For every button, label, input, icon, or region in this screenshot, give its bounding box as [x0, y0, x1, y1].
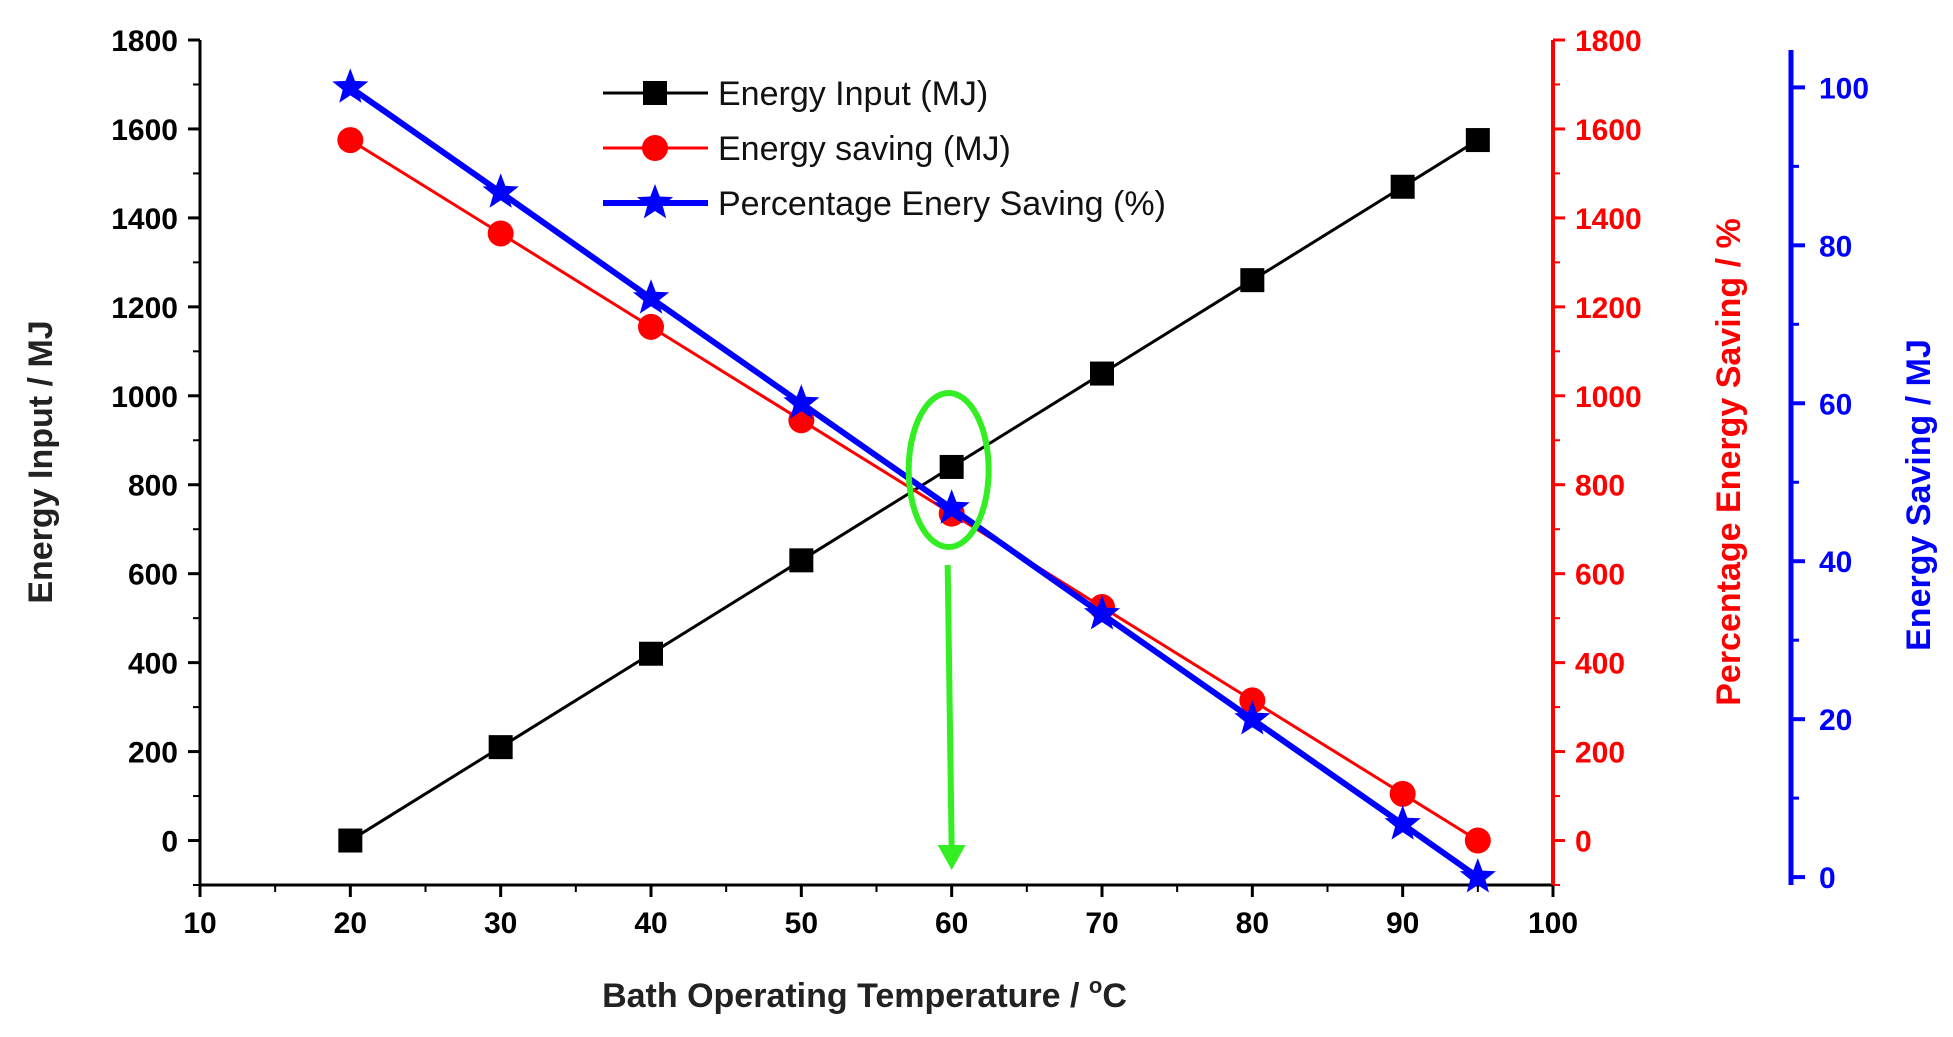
percentage-saving-point [632, 279, 670, 314]
x-tick-label: 30 [484, 907, 517, 940]
x-axis-title: Bath Operating Temperature / oC [602, 973, 1127, 1015]
legend: Energy Input (MJ) Energy saving (MJ) Perce… [603, 75, 1166, 223]
y-right-blue-axis-title: Energy Saving / MJ [1900, 339, 1938, 651]
percentage-saving-point [482, 173, 519, 208]
x-tick-label: 20 [334, 907, 367, 940]
energy-saving-point [1389, 780, 1416, 807]
y-right-red-tick-label: 1200 [1575, 292, 1642, 325]
y-right-blue-tick-label: 80 [1819, 230, 1852, 263]
percentage-saving-point [933, 489, 970, 524]
energy-input-point [789, 548, 814, 573]
energy-input-point [1240, 268, 1265, 293]
energy-saving-legend-marker [642, 135, 668, 161]
y-left-tick-label: 800 [128, 470, 178, 503]
energy-input-point [338, 828, 363, 853]
y-right-blue-tick-label: 20 [1819, 704, 1852, 737]
percentage-saving-point [783, 384, 820, 419]
y-left-tick-label: 400 [128, 648, 178, 681]
y-right-blue-tick-label: 40 [1819, 546, 1852, 579]
percentage-saving-point [1459, 858, 1496, 893]
y-right-red-tick-label: 400 [1575, 648, 1625, 681]
x-tick-label: 70 [1085, 907, 1118, 940]
x-tick-label: 80 [1236, 907, 1269, 940]
y-right-red-tick-label: 600 [1575, 559, 1625, 592]
percentage-saving-point [1083, 595, 1121, 630]
energy-saving-point [1464, 827, 1491, 854]
percentage-saving-legend-label: Percentage Enery Saving (%) [718, 185, 1166, 223]
y-left-tick-label: 1200 [111, 292, 178, 325]
percentage-saving-point [1384, 805, 1421, 840]
energy-saving-point [638, 313, 664, 340]
y-left-tick-label: 1400 [111, 203, 178, 236]
energy-saving-point [487, 220, 514, 247]
x-tick-label: 50 [785, 907, 818, 940]
y-right-blue-tick-label: 60 [1819, 388, 1852, 421]
energy-input-point [639, 641, 663, 666]
y-left-tick-label: 1600 [111, 114, 178, 147]
y-right-red-tick-label: 200 [1575, 737, 1625, 770]
y-left-tick-label: 0 [161, 826, 178, 859]
percentage-saving-point [1234, 700, 1271, 735]
y-left-tick-label: 200 [128, 737, 178, 770]
y-left-tick-label: 1800 [111, 25, 178, 58]
annotation-layer [905, 390, 992, 870]
energy-saving-legend-label: Energy saving (MJ) [718, 130, 1011, 168]
energy-input-point [1090, 361, 1114, 386]
y-right-red-tick-label: 800 [1575, 470, 1625, 503]
x-tick-label: 90 [1386, 907, 1419, 940]
energy-input-point [488, 735, 513, 760]
y-right-red-tick-label: 1800 [1575, 25, 1642, 58]
y-right-red-axis-title: Percentage Energy Saving / % [1710, 218, 1748, 706]
energy-input-legend-marker [643, 81, 667, 105]
annotation-arrow-shaft [944, 564, 955, 849]
y-right-red-tick-label: 1600 [1575, 114, 1642, 147]
energy-saving-point [337, 127, 364, 154]
percentage-saving-legend-marker [636, 184, 674, 219]
percentage-saving-point [332, 68, 369, 103]
energy-input-point [1390, 174, 1415, 199]
x-tick-label: 100 [1528, 907, 1578, 940]
y-right-red-tick-label: 0 [1575, 826, 1592, 859]
energy-input-point [939, 454, 964, 479]
series-layer [332, 68, 1496, 893]
energy-input-point [1465, 128, 1490, 153]
titles: Bath Operating Temperature / oC Energy In… [22, 218, 1938, 1015]
y-left-axis-title: Energy Input / MJ [22, 320, 60, 603]
y-right-red-tick-label: 1400 [1575, 203, 1642, 236]
energy-input-legend-label: Energy Input (MJ) [718, 75, 988, 113]
ticks: 10 20 30 40 50 60 70 80 90 1000200400600800100012… [111, 25, 1869, 940]
annotation-arrow-head [937, 845, 966, 870]
annotation-ellipse [905, 390, 992, 550]
y-left-tick-label: 1000 [111, 381, 178, 414]
x-tick-label: 10 [183, 907, 216, 940]
y-left-tick-label: 600 [128, 559, 178, 592]
x-tick-label: 60 [935, 907, 968, 940]
y-right-red-tick-label: 1000 [1575, 381, 1642, 414]
y-right-blue-tick-label: 100 [1819, 72, 1869, 105]
x-tick-label: 40 [634, 907, 667, 940]
y-right-blue-tick-label: 0 [1819, 862, 1836, 895]
